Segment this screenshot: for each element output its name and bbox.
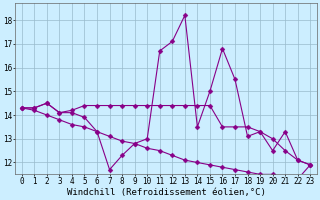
X-axis label: Windchill (Refroidissement éolien,°C): Windchill (Refroidissement éolien,°C) — [67, 188, 266, 197]
